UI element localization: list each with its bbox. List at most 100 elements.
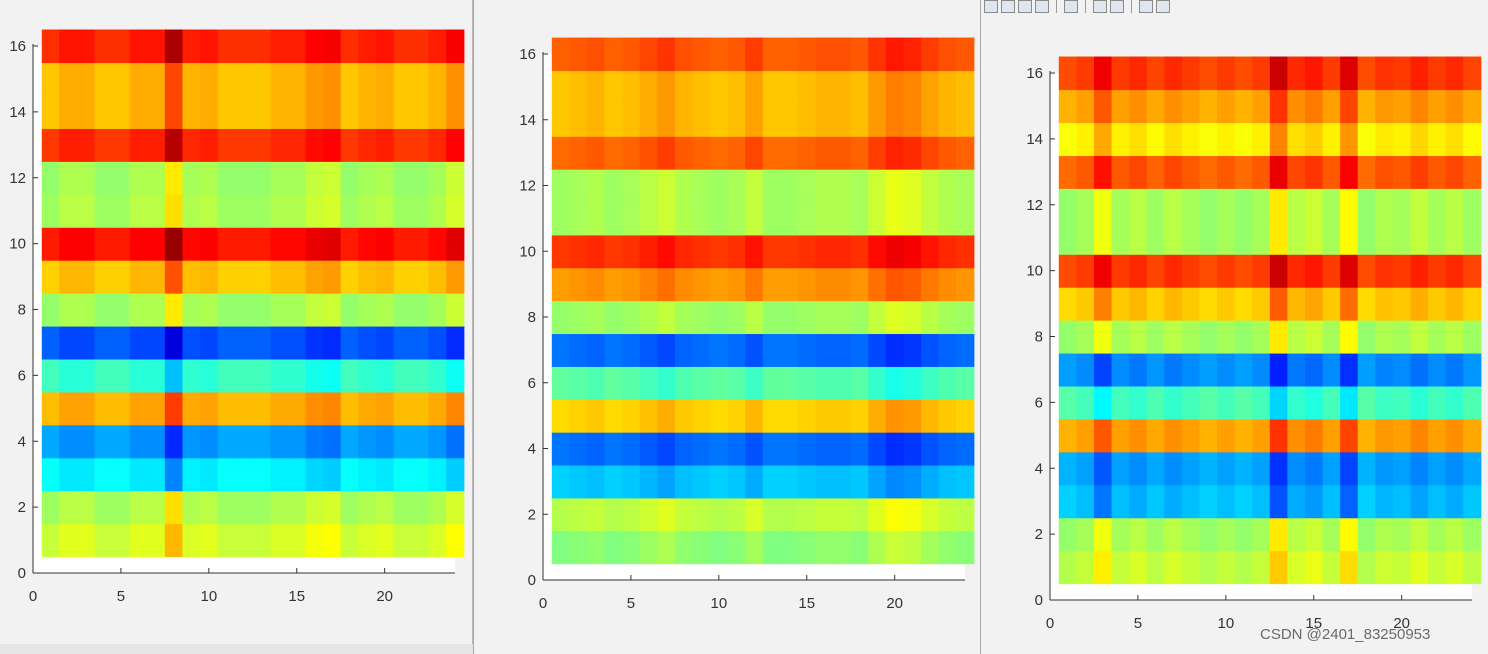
- heatmap-cell: [305, 391, 324, 426]
- edit-plot-icon[interactable]: [1139, 0, 1153, 13]
- heatmap-cell: [639, 103, 658, 137]
- heatmap-cell: [639, 366, 658, 400]
- heatmap-cell: [815, 70, 834, 104]
- heatmap-cell: [375, 95, 395, 129]
- heatmap-cell: [1287, 550, 1306, 585]
- heatmap-cell: [1304, 385, 1324, 420]
- heatmap-cell: [1146, 221, 1165, 255]
- heatmap-cell: [1076, 56, 1095, 91]
- heatmap-cell: [446, 523, 465, 558]
- heatmap-cell: [1463, 451, 1482, 486]
- heatmap-cell: [903, 300, 922, 335]
- heatmap-cell: [921, 366, 940, 400]
- heatmap-cell: [41, 424, 60, 459]
- x-tick-label: 15: [1305, 615, 1322, 632]
- heatmap-cell: [1058, 56, 1077, 91]
- x-tick-label: 15: [798, 595, 815, 612]
- heatmap-cell: [657, 201, 676, 236]
- heatmap-cell: [1111, 418, 1130, 453]
- x-tick-label: 5: [117, 588, 125, 605]
- heatmap-cell: [200, 95, 219, 129]
- heatmap-cell: [41, 358, 60, 393]
- heatmap-cell: [1269, 352, 1288, 387]
- heatmap-cell: [622, 464, 641, 499]
- heatmap-cell: [1445, 221, 1464, 255]
- heatmap-cell: [1129, 56, 1148, 91]
- heatmap-cell: [235, 490, 254, 525]
- heatmap-cell: [287, 523, 307, 558]
- heatmap-cell: [797, 497, 817, 532]
- heatmap-cell: [1181, 122, 1201, 156]
- heatmap-cell: [340, 128, 359, 162]
- heatmap-cell: [674, 70, 694, 104]
- x-tick-label: 0: [29, 588, 37, 605]
- heatmap-cell: [270, 227, 289, 261]
- save-icon[interactable]: [1018, 0, 1032, 13]
- heatmap-cell: [551, 432, 570, 466]
- insert-legend-icon[interactable]: [1110, 0, 1124, 13]
- heatmap-cell: [622, 70, 641, 104]
- heatmap-cell: [797, 201, 817, 236]
- heatmap-cell: [1463, 550, 1482, 585]
- heatmap-cell: [710, 530, 729, 565]
- heatmap-cell: [147, 358, 166, 393]
- heatmap-cell: [1217, 221, 1236, 255]
- heatmap-cell: [41, 293, 60, 327]
- x-tick-label: 20: [886, 595, 903, 612]
- heatmap-cell: [1375, 221, 1394, 255]
- heatmap-cell: [112, 424, 131, 459]
- heatmap-cell: [745, 333, 764, 367]
- heatmap-cell: [1357, 385, 1376, 420]
- new-figure-icon[interactable]: [984, 0, 998, 13]
- heatmap-cell: [780, 169, 799, 203]
- heatmap-cell: [59, 194, 78, 228]
- heatmap-cell: [287, 95, 307, 129]
- heatmap-cell: [287, 161, 307, 195]
- heatmap-cell: [674, 201, 694, 236]
- heatmap-cell: [41, 161, 60, 195]
- heatmap-cell: [657, 497, 676, 532]
- heatmap-cell: [76, 457, 96, 492]
- heatmap-cell: [340, 490, 359, 525]
- heatmap-cell: [1410, 484, 1429, 519]
- heatmap-cell: [622, 399, 641, 433]
- heatmap-cell: [428, 391, 447, 426]
- print-icon[interactable]: [1035, 0, 1049, 13]
- heatmap-cell: [692, 37, 711, 72]
- link-icon[interactable]: [1064, 0, 1078, 13]
- heatmap-cell: [129, 457, 148, 492]
- heatmap-cell: [1217, 320, 1236, 354]
- heatmap-cell: [1392, 418, 1412, 453]
- heatmap-cell: [200, 457, 219, 492]
- heatmap-cell: [217, 457, 236, 492]
- heatmap-cell: [1181, 385, 1201, 420]
- property-inspector-icon[interactable]: [1156, 0, 1170, 13]
- open-file-icon[interactable]: [1001, 0, 1015, 13]
- heatmap-cell: [1463, 155, 1482, 189]
- heatmap-cell: [1322, 188, 1341, 222]
- heatmap-cell: [112, 358, 131, 393]
- insert-colorbar-icon[interactable]: [1093, 0, 1107, 13]
- heatmap-cell: [112, 95, 131, 129]
- heatmap-cell: [1129, 385, 1148, 420]
- heatmap-cell: [586, 136, 606, 170]
- heatmap-cell: [1217, 287, 1236, 321]
- heatmap-cell: [1322, 320, 1341, 354]
- heatmap-cell: [235, 325, 254, 360]
- watermark: CSDN @2401_83250953: [1260, 626, 1431, 643]
- heatmap-chart-3: 0 2 4 6 8 10 12 14 16 0 5 10 15 20: [1026, 56, 1482, 632]
- heatmap-cell: [147, 293, 166, 327]
- heatmap-cell: [147, 260, 166, 294]
- heatmap-cell: [956, 464, 975, 499]
- heatmap-cell: [1164, 122, 1183, 156]
- heatmap-cell: [850, 530, 869, 565]
- heatmap-cell: [657, 333, 676, 367]
- heatmap-cell: [710, 234, 729, 269]
- heatmap-cell: [112, 227, 131, 261]
- heatmap-cell: [1129, 451, 1148, 486]
- heatmap-cell: [745, 169, 764, 203]
- heatmap-cell: [780, 497, 799, 532]
- heatmap-cell: [938, 37, 957, 72]
- heatmap-cell: [393, 490, 412, 525]
- heatmap-cell: [1322, 254, 1341, 288]
